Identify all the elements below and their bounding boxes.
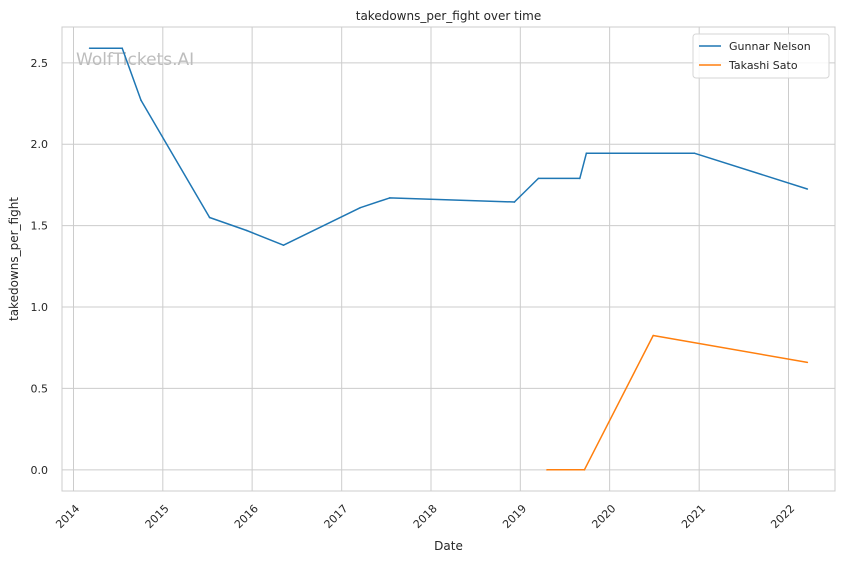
y-axis-ticks: 0.0 0.5 1.0 1.5 2.0 2.5 xyxy=(31,57,49,477)
series-0-point-6 xyxy=(359,206,362,209)
x-tick-label: 2017 xyxy=(322,502,351,531)
series-0-point-5 xyxy=(282,244,285,246)
chart-title: takedowns_per_fight over time xyxy=(356,9,542,23)
series-0-point-11 xyxy=(585,152,588,154)
watermark-text: WolfTickets.AI xyxy=(76,50,194,70)
x-tick-label: 2019 xyxy=(500,502,529,531)
legend-label: Takashi Sato xyxy=(728,59,798,72)
legend-box xyxy=(692,33,830,79)
series-1-point-2 xyxy=(652,334,654,337)
series-0-point-0 xyxy=(88,47,91,49)
x-tick-label: 2021 xyxy=(679,502,708,531)
legend: Gunnar Nelson Takashi Sato xyxy=(692,33,830,79)
x-axis-label: Date xyxy=(434,539,463,553)
x-tick-label: 2020 xyxy=(589,502,618,531)
series-0-point-12 xyxy=(693,152,696,154)
series-0-point-2 xyxy=(140,99,142,102)
x-tick-label: 2016 xyxy=(232,502,261,531)
y-tick-label: 0.5 xyxy=(31,382,49,395)
series-lines xyxy=(88,47,809,471)
x-axis-ticks: 2014 2015 2016 2017 2018 2019 2020 2021 2022 xyxy=(53,502,797,531)
series-0-point-13 xyxy=(806,188,809,190)
x-tick-label: 2015 xyxy=(143,502,172,531)
y-axis-label: takedowns_per_fight xyxy=(7,197,21,321)
series-line-0 xyxy=(89,47,808,246)
plot-area xyxy=(61,26,836,492)
grid xyxy=(62,27,835,491)
y-tick-label: 1.5 xyxy=(31,220,49,233)
series-0-point-4 xyxy=(245,229,248,232)
y-tick-label: 2.5 xyxy=(31,57,49,70)
legend-label: Gunnar Nelson xyxy=(729,40,811,53)
series-0-point-1 xyxy=(121,47,123,49)
series-1-point-0 xyxy=(546,469,548,471)
y-tick-label: 1.0 xyxy=(31,301,49,314)
series-line-1 xyxy=(547,334,808,471)
y-tick-label: 0.0 xyxy=(31,464,49,477)
x-tick-label: 2014 xyxy=(53,502,82,531)
series-1-point-1 xyxy=(583,469,586,471)
y-tick-label: 2.0 xyxy=(31,138,49,151)
series-0-point-10 xyxy=(578,177,581,180)
series-0-point-7 xyxy=(388,197,391,199)
series-0-point-9 xyxy=(537,177,540,180)
series-0-point-3 xyxy=(208,216,211,219)
x-tick-label: 2018 xyxy=(411,502,440,531)
series-0-point-8 xyxy=(513,201,516,203)
x-tick-label: 2022 xyxy=(768,502,797,531)
series-1-point-3 xyxy=(806,361,809,364)
